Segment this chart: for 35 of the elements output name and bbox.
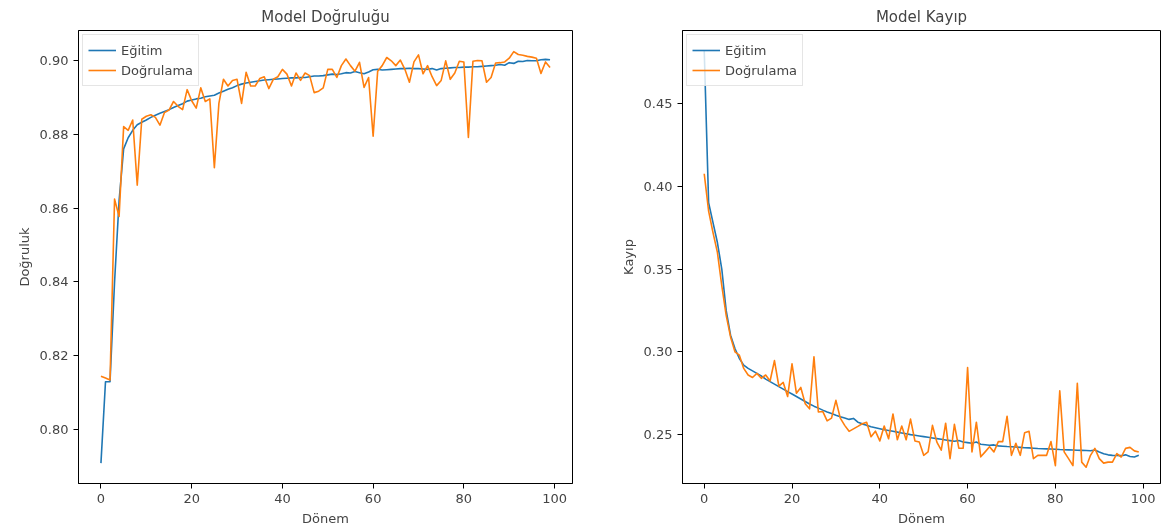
legend-label: Doğrulama xyxy=(121,61,194,79)
y-tick-label: 0.40 xyxy=(643,178,673,194)
legend-label: Eğitim xyxy=(725,41,767,59)
y-tick-label: 0.35 xyxy=(643,261,673,277)
y-tick-label: 0.25 xyxy=(643,427,673,443)
legend-label: Eğitim xyxy=(121,41,163,59)
y-axis-title: Kayıp xyxy=(620,239,636,275)
x-tick-label: 0 xyxy=(700,490,709,506)
chart-title: Model Doğruluğu xyxy=(261,7,390,26)
x-axis-title: Dönem xyxy=(898,510,945,526)
x-tick-label: 20 xyxy=(183,490,200,506)
y-tick-label: 0.82 xyxy=(39,348,69,364)
y-tick-label: 0.45 xyxy=(643,95,673,111)
y-tick-label: 0.88 xyxy=(39,126,69,142)
y-tick-label: 0.84 xyxy=(39,274,69,290)
x-tick-label: 40 xyxy=(871,490,889,506)
x-tick-label: 60 xyxy=(364,490,382,506)
y-tick-label: 0.90 xyxy=(39,52,69,68)
line-series xyxy=(100,58,551,464)
x-tick-label: 80 xyxy=(455,490,473,506)
x-tick-label: 0 xyxy=(96,490,106,506)
x-tick-label: 100 xyxy=(1130,490,1156,506)
y-tick-label: 0.86 xyxy=(39,200,69,216)
line-series xyxy=(703,172,1140,469)
y-tick-label: 0.30 xyxy=(643,344,673,360)
x-tick-label: 100 xyxy=(542,490,567,506)
y-axis-title: Doğruluk xyxy=(16,226,32,287)
x-tick-label: 40 xyxy=(274,490,291,506)
y-tick-label: 0.80 xyxy=(39,422,69,438)
x-tick-label: 80 xyxy=(1047,490,1064,506)
x-tick-label: 20 xyxy=(783,490,801,506)
x-tick-label: 60 xyxy=(959,490,976,506)
legend-label: Doğrulama xyxy=(725,61,798,79)
chart-title: Model Kayıp xyxy=(875,7,968,26)
x-axis-title: Dönem xyxy=(302,510,349,526)
